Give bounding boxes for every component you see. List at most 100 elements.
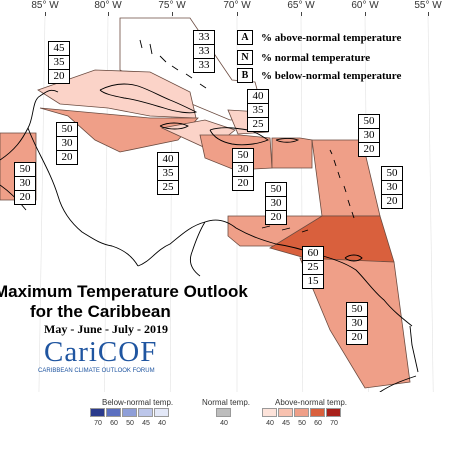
legend-key-below: B <box>237 68 253 83</box>
scale-label: 50 <box>126 420 134 427</box>
zone-puerto-rico-vi <box>271 137 313 169</box>
legend-above: A % above-normal temperature <box>237 30 401 45</box>
prob-normal: 30 <box>233 163 253 177</box>
prob-box-cuba: 45 35 20 <box>48 41 70 84</box>
scale-swatch-below-70 <box>90 408 105 417</box>
prob-above: 60 <box>303 247 323 261</box>
scale-label: 40 <box>220 420 228 427</box>
prob-below: 20 <box>53 70 65 82</box>
prob-normal: 35 <box>49 56 69 70</box>
prob-normal: 30 <box>57 137 77 151</box>
prob-above: 40 <box>158 153 178 167</box>
longitude-tick <box>108 12 109 16</box>
scale-swatch-above-50 <box>294 408 309 417</box>
prob-above: 50 <box>266 183 286 197</box>
prob-below: 20 <box>363 143 375 155</box>
scale-label: 60 <box>314 420 322 427</box>
prob-box-leeward-islands: 50 30 20 <box>381 166 403 209</box>
scale-label: 45 <box>142 420 150 427</box>
prob-above: 45 <box>49 42 69 56</box>
prob-below: 20 <box>61 151 73 163</box>
scale-label: 40 <box>158 420 166 427</box>
prob-normal: 35 <box>158 167 178 181</box>
prob-normal: 30 <box>359 129 379 143</box>
prob-below: 33 <box>198 59 210 71</box>
prob-normal: 25 <box>303 261 323 275</box>
prob-above: 50 <box>382 167 402 181</box>
longitude-tick <box>45 12 46 16</box>
prob-box-puerto-rico-vi: 50 30 20 <box>358 114 380 157</box>
prob-normal: 33 <box>194 45 214 59</box>
scale-swatch-below-50 <box>122 408 137 417</box>
prob-below: 25 <box>162 181 174 193</box>
longitude-tick <box>301 12 302 16</box>
prob-normal: 30 <box>15 177 35 191</box>
longitude-label: 85° W <box>31 0 59 11</box>
scale-swatch-below-45 <box>138 408 153 417</box>
longitude-tick <box>428 12 429 16</box>
prob-box-guianas: 50 30 20 <box>346 302 368 345</box>
prob-above: 50 <box>347 303 367 317</box>
scale-label: 40 <box>266 420 274 427</box>
legend-text-normal: % normal temperature <box>261 51 371 64</box>
prob-below: 25 <box>252 118 264 130</box>
caricof-logo: CariCOF <box>44 336 158 368</box>
prob-box-belize-yucatan: 50 30 20 <box>56 122 78 165</box>
prob-box-turks-caicos: 40 35 25 <box>247 89 269 132</box>
prob-below: 15 <box>307 275 319 287</box>
prob-box-bahamas: 33 33 33 <box>193 30 215 73</box>
scale-swatch-normal-40 <box>216 408 231 417</box>
map-title-line-2: for the Caribbean <box>30 302 171 321</box>
prob-below: 20 <box>270 211 282 223</box>
prob-above: 50 <box>233 149 253 163</box>
longitude-label: 60° W <box>351 0 379 11</box>
legend-below: B % below-normal temperature <box>237 68 401 83</box>
scale-swatch-above-40 <box>262 408 277 417</box>
longitude-label: 55° W <box>414 0 442 11</box>
legend-text-below: % below-normal temperature <box>261 69 402 82</box>
longitude-tick <box>237 12 238 16</box>
forecast-period: May - June - July - 2019 <box>44 322 168 336</box>
prob-box-trinidad-windward: 60 25 15 <box>302 246 324 289</box>
scale-label: 60 <box>110 420 118 427</box>
zone-belize-yucatan <box>39 107 199 153</box>
map-title-line-1: Maximum Temperature Outlook <box>0 282 248 301</box>
scale-swatch-above-45 <box>278 408 293 417</box>
longitude-label: 65° W <box>287 0 315 11</box>
prob-above: 50 <box>15 163 35 177</box>
scale-swatch-below-40 <box>154 408 169 417</box>
prob-above: 50 <box>359 115 379 129</box>
scale-swatch-above-70 <box>326 408 341 417</box>
scale-title-normal: Normal temp. <box>202 398 251 407</box>
color-scale-frame <box>0 392 450 450</box>
prob-below: 20 <box>386 195 398 207</box>
scale-title-below: Below-normal temp. <box>102 398 174 407</box>
prob-box-abc-islands: 50 30 20 <box>265 182 287 225</box>
legend-text-above: % above-normal temperature <box>261 31 402 44</box>
scale-swatch-above-60 <box>310 408 325 417</box>
legend-key-above: A <box>237 30 253 45</box>
scale-label: 45 <box>282 420 290 427</box>
longitude-label: 70° W <box>223 0 251 11</box>
prob-below: 20 <box>351 331 363 343</box>
prob-normal: 35 <box>248 104 268 118</box>
scale-swatch-below-60 <box>106 408 121 417</box>
prob-above: 33 <box>194 31 214 45</box>
scale-title-above: Above-normal temp. <box>275 398 348 407</box>
prob-box-central-america: 50 30 20 <box>14 162 36 205</box>
longitude-tick <box>172 12 173 16</box>
caricof-logo-tagline: CARIBBEAN CLIMATE OUTLOOK FORUM <box>38 368 155 374</box>
prob-below: 20 <box>19 191 31 203</box>
prob-above: 50 <box>57 123 77 137</box>
prob-below: 20 <box>237 177 249 189</box>
legend-key-normal: N <box>237 50 253 65</box>
prob-box-hispaniola: 50 30 20 <box>232 148 254 191</box>
scale-label: 50 <box>298 420 306 427</box>
legend-normal: N % normal temperature <box>237 50 370 65</box>
scale-label: 70 <box>330 420 338 427</box>
scale-label: 70 <box>94 420 102 427</box>
longitude-tick <box>365 12 366 16</box>
prob-box-cayman-jamaica: 40 35 25 <box>157 152 179 195</box>
prob-normal: 30 <box>347 317 367 331</box>
